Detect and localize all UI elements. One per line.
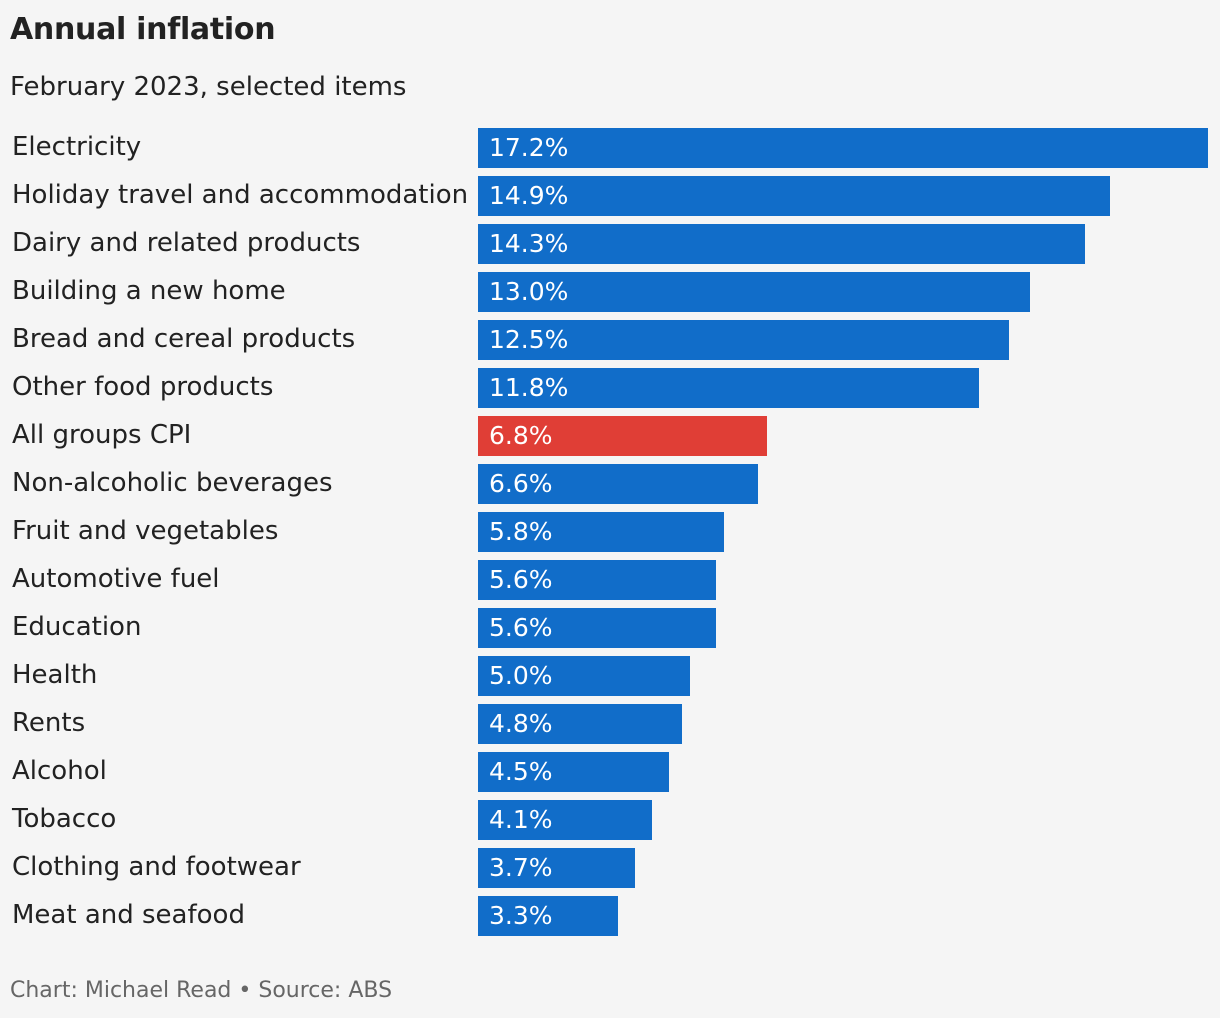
bar: [478, 320, 1009, 360]
category-label: Building a new home: [12, 276, 286, 306]
bar: [478, 896, 618, 936]
category-label: Electricity: [12, 132, 142, 162]
category-label: Holiday travel and accommodation: [12, 180, 469, 210]
category-label: Meat and seafood: [12, 900, 245, 930]
category-label: Alcohol: [12, 756, 107, 786]
category-label: Health: [12, 660, 98, 690]
bar-value-label: 13.0%: [489, 277, 569, 306]
bar-value-label: 3.3%: [489, 901, 553, 930]
bar-value-label: 3.7%: [489, 853, 553, 882]
bar-value-label: 12.5%: [489, 325, 569, 354]
chart-source-credit: Chart: Michael Read • Source: ABS: [10, 978, 393, 1003]
bar-value-label: 5.6%: [489, 613, 553, 642]
bar-value-label: 4.5%: [489, 757, 553, 786]
bar-value-label: 5.0%: [489, 661, 553, 690]
category-label: Rents: [12, 708, 86, 738]
category-label: Other food products: [12, 372, 274, 402]
category-label: Education: [12, 612, 142, 642]
bar-value-label: 4.1%: [489, 805, 553, 834]
bar: [478, 176, 1110, 216]
bar-value-label: 11.8%: [489, 373, 569, 402]
bar: [478, 224, 1085, 264]
category-label: Automotive fuel: [12, 564, 220, 594]
bar: [478, 512, 724, 552]
bar-value-label: 6.6%: [489, 469, 553, 498]
category-label: Clothing and footwear: [12, 852, 301, 882]
bar: [478, 608, 716, 648]
bar: [478, 752, 669, 792]
bar: [478, 128, 1208, 168]
category-label: Bread and cereal products: [12, 324, 356, 354]
bar-value-label: 5.8%: [489, 517, 553, 546]
bar: [478, 560, 716, 600]
category-label: Fruit and vegetables: [12, 516, 279, 546]
bar: [478, 464, 758, 504]
bar-value-label: 4.8%: [489, 709, 553, 738]
bar-value-label: 14.9%: [489, 181, 569, 210]
bar-value-label: 6.8%: [489, 421, 553, 450]
bar: [478, 272, 1030, 312]
category-label: Dairy and related products: [12, 228, 361, 258]
bar-value-label: 14.3%: [489, 229, 569, 258]
chart-title: Annual inflation: [10, 12, 276, 47]
bar: [478, 848, 635, 888]
category-label: All groups CPI: [12, 420, 192, 450]
category-label: Non-alcoholic beverages: [12, 468, 333, 498]
category-label: Tobacco: [12, 804, 117, 834]
bar: [478, 704, 682, 744]
bar-value-label: 5.6%: [489, 565, 553, 594]
chart-subtitle: February 2023, selected items: [10, 72, 407, 102]
bar: [478, 656, 690, 696]
bar: [478, 800, 652, 840]
bar: [478, 368, 979, 408]
bar: [478, 416, 767, 456]
bar-value-label: 17.2%: [489, 133, 569, 162]
